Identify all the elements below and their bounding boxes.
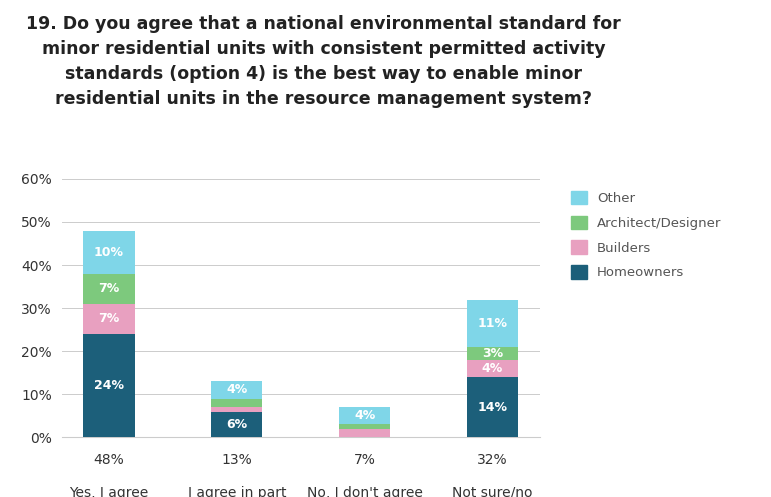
Text: 10%: 10% — [94, 246, 124, 258]
Text: 6%: 6% — [226, 418, 247, 431]
Text: 19. Do you agree that a national environmental standard for
minor residential un: 19. Do you agree that a national environ… — [26, 15, 621, 108]
Bar — [83, 334, 134, 437]
Bar — [211, 407, 262, 412]
Bar — [83, 231, 134, 274]
Legend: Other, Architect/Designer, Builders, Homeowners: Other, Architect/Designer, Builders, Hom… — [565, 185, 727, 285]
Bar — [339, 407, 390, 424]
Bar — [339, 429, 390, 437]
Bar — [83, 304, 134, 334]
Text: 14%: 14% — [477, 401, 507, 414]
Text: 24%: 24% — [94, 379, 124, 392]
Text: 4%: 4% — [482, 362, 503, 375]
Text: 4%: 4% — [354, 410, 375, 422]
Bar — [211, 381, 262, 399]
Bar — [467, 300, 518, 347]
Bar — [83, 274, 134, 304]
Text: 7%: 7% — [99, 282, 120, 295]
Bar — [211, 399, 262, 407]
Bar — [467, 347, 518, 360]
Text: 7%: 7% — [99, 313, 120, 326]
Text: 3%: 3% — [482, 347, 503, 360]
Bar — [211, 412, 262, 437]
Bar — [339, 424, 390, 429]
Bar — [467, 377, 518, 437]
Bar — [467, 360, 518, 377]
Text: 11%: 11% — [477, 317, 507, 330]
Text: 4%: 4% — [226, 384, 247, 397]
